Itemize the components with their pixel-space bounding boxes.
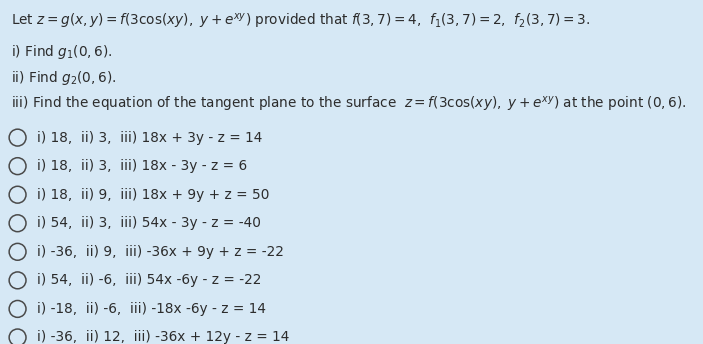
Text: Let $z = g(x, y) = f(3\cos(xy),\ y + e^{xy})$ provided that $f(3, 7) = 4$,  $f_1: Let $z = g(x, y) = f(3\cos(xy),\ y + e^{… <box>11 12 590 31</box>
Text: ii) Find $g_2(0, 6)$.: ii) Find $g_2(0, 6)$. <box>11 69 116 87</box>
Text: i) 18,  ii) 3,  iii) 18x + 3y - z = 14: i) 18, ii) 3, iii) 18x + 3y - z = 14 <box>37 131 262 144</box>
Text: iii) Find the equation of the tangent plane to the surface  $z = f(3\cos(xy),\ y: iii) Find the equation of the tangent pl… <box>11 95 686 114</box>
Text: i) 18,  ii) 3,  iii) 18x - 3y - z = 6: i) 18, ii) 3, iii) 18x - 3y - z = 6 <box>37 159 247 173</box>
Text: i) 54,  ii) 3,  iii) 54x - 3y - z = -40: i) 54, ii) 3, iii) 54x - 3y - z = -40 <box>37 216 260 230</box>
Text: i) 54,  ii) -6,  iii) 54x -6y - z = -22: i) 54, ii) -6, iii) 54x -6y - z = -22 <box>37 273 261 287</box>
Text: i) -36,  ii) 12,  iii) -36x + 12y - z = 14: i) -36, ii) 12, iii) -36x + 12y - z = 14 <box>37 331 289 344</box>
Text: i) Find $g_1(0, 6)$.: i) Find $g_1(0, 6)$. <box>11 43 112 61</box>
Text: i) -18,  ii) -6,  iii) -18x -6y - z = 14: i) -18, ii) -6, iii) -18x -6y - z = 14 <box>37 302 266 316</box>
Text: i) -36,  ii) 9,  iii) -36x + 9y + z = -22: i) -36, ii) 9, iii) -36x + 9y + z = -22 <box>37 245 283 259</box>
Text: i) 18,  ii) 9,  iii) 18x + 9y + z = 50: i) 18, ii) 9, iii) 18x + 9y + z = 50 <box>37 188 269 202</box>
